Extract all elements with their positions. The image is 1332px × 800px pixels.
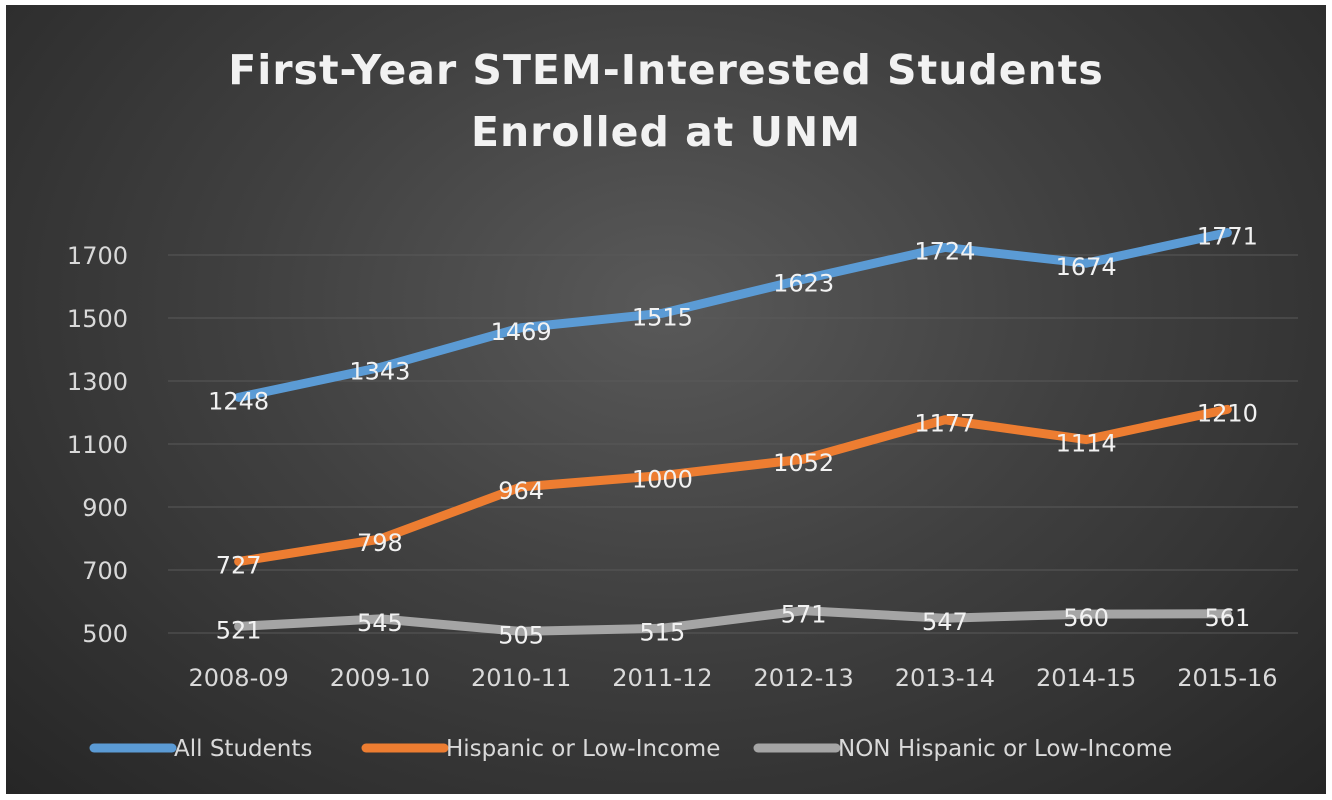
data-label: 1515	[632, 303, 693, 331]
chart-title: First-Year STEM-Interested Students Enro…	[0, 40, 1332, 163]
legend-label: Hispanic or Low-Income	[446, 736, 720, 762]
data-label: 1771	[1197, 223, 1258, 251]
series-lines	[234, 228, 1232, 636]
gridlines	[168, 254, 1298, 634]
data-label: 521	[216, 616, 262, 644]
data-label: 561	[1204, 604, 1250, 632]
data-label: 1000	[632, 466, 693, 494]
data-label: 571	[781, 601, 827, 629]
x-tick-label: 2010-11	[471, 664, 571, 692]
data-label: 547	[922, 608, 968, 636]
data-label: 1724	[914, 237, 975, 265]
y-tick-label: 1700	[67, 242, 128, 270]
data-label: 1177	[914, 410, 975, 438]
x-tick-label: 2014-15	[1036, 664, 1136, 692]
data-label: 545	[357, 609, 403, 637]
data-label: 515	[639, 618, 685, 646]
data-label: 1623	[773, 269, 834, 297]
x-tick-label: 2011-12	[612, 664, 712, 692]
data-label: 798	[357, 529, 403, 557]
data-label: 1114	[1056, 430, 1117, 458]
data-label: 727	[216, 551, 262, 579]
chart-title-line-2: Enrolled at UNM	[470, 107, 862, 156]
y-tick-label: 1500	[67, 305, 128, 333]
data-labels: 1248 1343 1469 1515 1623 1724 1674 1771 727 798 96…	[208, 223, 1258, 650]
data-label: 1210	[1197, 399, 1258, 427]
data-label: 505	[498, 621, 544, 649]
x-tick-label: 2009-10	[330, 664, 430, 692]
legend-label: All Students	[174, 736, 312, 762]
data-label: 1248	[208, 387, 269, 415]
series-line-non-hispanic-or-low-income	[234, 606, 1232, 636]
y-tick-label: 1100	[67, 431, 128, 459]
series-line-hispanic-or-low-income	[234, 404, 1232, 566]
y-tick-label: 900	[82, 494, 128, 522]
y-axis: 500 700 900 1100 1300 1500 1700	[67, 242, 128, 648]
y-tick-label: 500	[82, 620, 128, 648]
x-tick-label: 2013-14	[895, 664, 995, 692]
chart-panel	[6, 5, 1326, 794]
y-tick-label: 1300	[67, 368, 128, 396]
series-line-all-students	[234, 228, 1232, 402]
x-tick-label: 2008-09	[188, 664, 288, 692]
legend: All Students Hispanic or Low-Income NON Hi…	[89, 736, 1172, 762]
x-axis: 2008-09 2009-10 2010-11 2011-12 2012-13 2013-…	[188, 664, 1277, 692]
data-label: 1674	[1056, 253, 1117, 281]
x-tick-label: 2012-13	[753, 664, 853, 692]
legend-label: NON Hispanic or Low-Income	[838, 736, 1172, 762]
data-label: 1052	[773, 449, 834, 477]
data-label: 964	[498, 477, 544, 505]
x-tick-label: 2015-16	[1177, 664, 1277, 692]
chart-title-line-1: First-Year STEM-Interested Students	[228, 46, 1104, 94]
y-tick-label: 700	[82, 557, 128, 585]
data-label: 1343	[349, 357, 410, 385]
data-label: 1469	[491, 318, 552, 346]
data-label: 560	[1063, 604, 1109, 632]
